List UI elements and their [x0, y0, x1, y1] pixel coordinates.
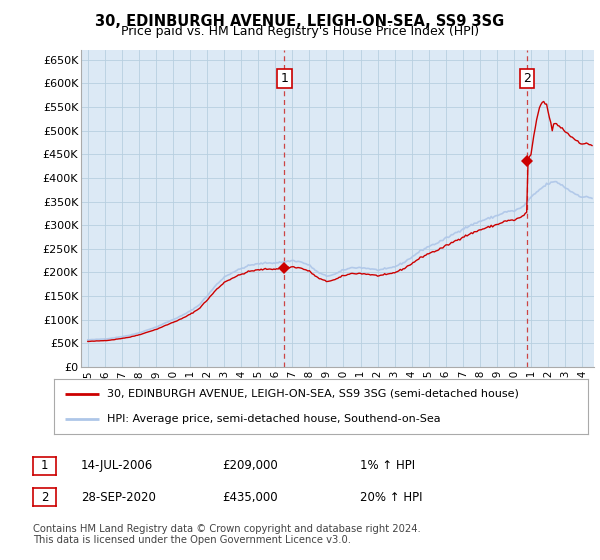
Text: 30, EDINBURGH AVENUE, LEIGH-ON-SEA, SS9 3SG (semi-detached house): 30, EDINBURGH AVENUE, LEIGH-ON-SEA, SS9 … [107, 389, 519, 399]
Text: 30, EDINBURGH AVENUE, LEIGH-ON-SEA, SS9 3SG: 30, EDINBURGH AVENUE, LEIGH-ON-SEA, SS9 … [95, 14, 505, 29]
Text: 1: 1 [41, 459, 48, 473]
Text: 1: 1 [281, 72, 289, 85]
Text: 28-SEP-2020: 28-SEP-2020 [81, 491, 156, 504]
Text: 14-JUL-2006: 14-JUL-2006 [81, 459, 153, 473]
Text: 20% ↑ HPI: 20% ↑ HPI [360, 491, 422, 504]
Text: £209,000: £209,000 [222, 459, 278, 473]
Text: £435,000: £435,000 [222, 491, 278, 504]
Text: 2: 2 [41, 491, 48, 504]
Text: Price paid vs. HM Land Registry's House Price Index (HPI): Price paid vs. HM Land Registry's House … [121, 25, 479, 38]
Text: HPI: Average price, semi-detached house, Southend-on-Sea: HPI: Average price, semi-detached house,… [107, 414, 441, 424]
Text: 1% ↑ HPI: 1% ↑ HPI [360, 459, 415, 473]
Text: Contains HM Land Registry data © Crown copyright and database right 2024.
This d: Contains HM Land Registry data © Crown c… [33, 524, 421, 545]
Text: 2: 2 [523, 72, 530, 85]
